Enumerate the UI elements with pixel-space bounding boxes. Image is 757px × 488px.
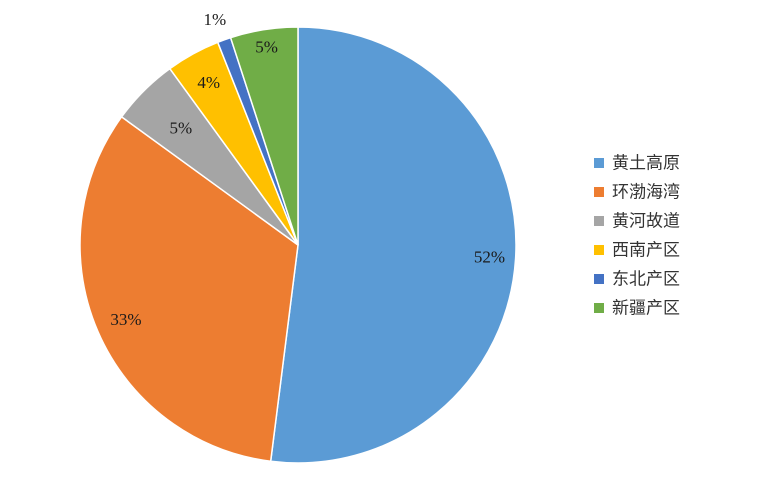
slice-data-label: 5%: [255, 37, 278, 56]
legend-swatch: [594, 216, 604, 226]
slice-data-label: 1%: [203, 10, 226, 29]
legend-label: 黄河故道: [612, 212, 680, 231]
slice-data-label: 5%: [169, 118, 192, 137]
pie-slice: [229, 26, 299, 246]
pie-slices: [79, 26, 517, 464]
legend-label: 西南产区: [612, 241, 680, 260]
slice-data-label: 52%: [474, 248, 505, 267]
legend-swatch: [594, 158, 604, 168]
legend-label: 环渤海湾: [612, 183, 680, 202]
legend-swatch: [594, 187, 604, 197]
slice-data-label: 4%: [197, 73, 220, 92]
legend-swatch: [594, 303, 604, 313]
legend-swatch: [594, 245, 604, 255]
pie-slice: [79, 115, 299, 463]
slice-data-label: 33%: [110, 310, 141, 329]
pie-slice-labels: 52% 33% 5% 4% 1% 5%: [110, 10, 505, 329]
pie-slice: [269, 26, 517, 464]
legend-label: 东北产区: [612, 270, 680, 289]
legend-label: 新疆产区: [612, 299, 680, 318]
legend-swatch: [594, 274, 604, 284]
legend-label: 黄土高原: [612, 154, 680, 173]
